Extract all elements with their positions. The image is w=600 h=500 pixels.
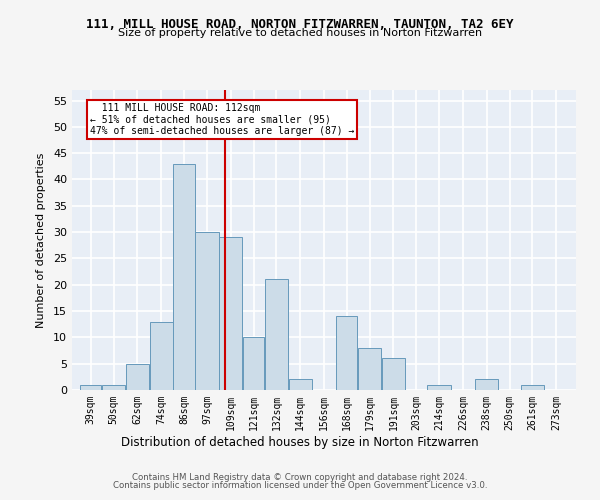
Text: 111 MILL HOUSE ROAD: 112sqm
← 51% of detached houses are smaller (95)
47% of sem: 111 MILL HOUSE ROAD: 112sqm ← 51% of det… — [90, 103, 354, 136]
Text: Distribution of detached houses by size in Norton Fitzwarren: Distribution of detached houses by size … — [121, 436, 479, 449]
Bar — [521, 384, 544, 390]
Text: Contains public sector information licensed under the Open Government Licence v3: Contains public sector information licen… — [113, 482, 487, 490]
Text: Size of property relative to detached houses in Norton Fitzwarren: Size of property relative to detached ho… — [118, 28, 482, 38]
Bar — [102, 384, 125, 390]
Bar — [382, 358, 405, 390]
Bar — [427, 384, 451, 390]
Bar — [336, 316, 358, 390]
Bar — [475, 380, 499, 390]
Text: Contains HM Land Registry data © Crown copyright and database right 2024.: Contains HM Land Registry data © Crown c… — [132, 473, 468, 482]
Bar — [243, 338, 264, 390]
Bar — [80, 384, 101, 390]
Bar — [219, 238, 242, 390]
Bar — [289, 380, 312, 390]
Bar — [196, 232, 218, 390]
Bar — [265, 280, 288, 390]
Bar — [126, 364, 149, 390]
Bar — [173, 164, 195, 390]
Bar — [358, 348, 381, 390]
Bar — [149, 322, 173, 390]
Y-axis label: Number of detached properties: Number of detached properties — [36, 152, 46, 328]
Text: 111, MILL HOUSE ROAD, NORTON FITZWARREN, TAUNTON, TA2 6EY: 111, MILL HOUSE ROAD, NORTON FITZWARREN,… — [86, 18, 514, 30]
